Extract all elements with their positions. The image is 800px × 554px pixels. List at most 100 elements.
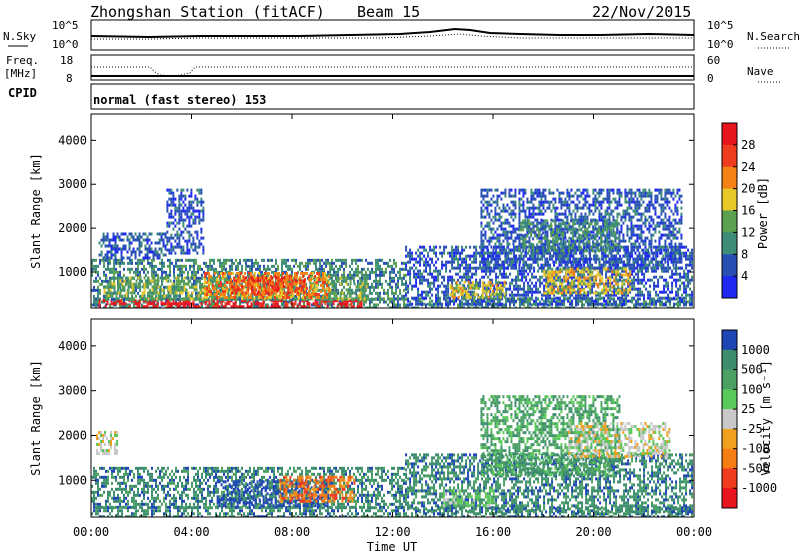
data-cell — [207, 297, 210, 301]
data-cell — [353, 291, 356, 295]
data-cell — [193, 285, 196, 289]
data-cell — [469, 293, 472, 297]
data-cell — [182, 248, 185, 252]
data-cell — [347, 282, 349, 286]
data-cell — [332, 299, 335, 303]
data-cell — [229, 282, 231, 286]
data-cell — [429, 300, 431, 304]
data-cell — [335, 270, 337, 274]
data-cell — [105, 303, 107, 307]
data-cell — [313, 261, 315, 265]
data-cell — [214, 293, 217, 297]
data-cell — [112, 235, 115, 239]
data-cell — [194, 248, 197, 252]
data-cell — [91, 303, 93, 307]
data-cell — [223, 264, 225, 268]
data-cell — [665, 303, 667, 307]
data-cell — [445, 299, 448, 303]
data-cell — [653, 287, 656, 291]
data-cell — [369, 270, 371, 274]
data-cell — [322, 284, 325, 288]
data-cell — [427, 278, 430, 282]
data-cell — [475, 303, 477, 307]
data-cell — [185, 264, 187, 268]
data-cell — [273, 294, 276, 298]
data-cell — [325, 276, 328, 280]
data-cell — [195, 285, 198, 289]
data-cell — [127, 297, 130, 301]
data-cell — [237, 276, 240, 280]
data-cell — [165, 279, 168, 283]
data-cell — [308, 305, 311, 308]
data-cell — [307, 261, 309, 265]
data-cell — [289, 300, 291, 304]
data-cell — [144, 232, 147, 236]
data-cell — [115, 297, 118, 301]
data-cell — [123, 285, 126, 289]
data-cell — [226, 290, 229, 294]
data-cell — [266, 281, 269, 285]
data-cell — [274, 275, 277, 279]
data-cell — [257, 306, 259, 308]
data-cell — [357, 288, 359, 292]
data-cell — [443, 284, 446, 288]
data-cell — [555, 300, 557, 304]
data-cell — [123, 297, 125, 301]
data-cell — [637, 300, 639, 304]
data-cell — [138, 302, 141, 306]
data-cell — [489, 278, 492, 282]
data-cell — [91, 261, 93, 265]
data-cell — [439, 300, 441, 304]
data-cell — [120, 238, 123, 242]
data-cell — [172, 194, 175, 198]
data-cell — [527, 293, 530, 297]
data-cell — [451, 275, 454, 279]
data-cell — [93, 285, 95, 289]
data-cell — [423, 275, 426, 279]
data-cell — [250, 302, 253, 306]
data-cell — [271, 297, 273, 301]
data-cell — [527, 257, 530, 261]
data-cell — [641, 272, 644, 276]
data-cell — [459, 266, 462, 270]
data-cell — [515, 281, 518, 285]
data-cell — [401, 267, 403, 271]
data-cell — [483, 266, 486, 270]
data-cell — [97, 291, 99, 295]
data-cell — [633, 248, 636, 252]
data-cell — [263, 279, 266, 283]
data-cell — [545, 275, 548, 279]
data-cell — [204, 293, 207, 297]
data-cell — [164, 244, 167, 248]
data-cell — [335, 279, 338, 283]
data-cell — [333, 270, 335, 274]
data-cell — [639, 287, 642, 291]
data-cell — [255, 267, 257, 271]
data-cell — [99, 258, 101, 262]
data-cell — [303, 279, 306, 283]
data-cell — [119, 273, 121, 277]
data-cell — [222, 287, 225, 291]
data-cell — [127, 303, 129, 307]
data-cell — [645, 287, 648, 291]
data-cell — [103, 279, 105, 283]
data-cell — [261, 270, 263, 274]
data-cell — [158, 232, 161, 236]
data-cell — [653, 269, 656, 273]
data-cell — [121, 282, 124, 286]
data-cell — [189, 279, 191, 283]
data-cell — [467, 272, 470, 276]
data-cell — [162, 241, 165, 245]
data-cell — [300, 287, 303, 291]
data-cell — [319, 258, 321, 262]
data-cell — [198, 188, 201, 192]
data-cell — [249, 267, 251, 271]
data-cell — [103, 258, 105, 262]
data-cell — [433, 245, 436, 249]
data-cell — [621, 302, 624, 306]
data-cell — [327, 303, 329, 307]
data-cell — [278, 272, 281, 276]
data-cell — [213, 261, 215, 265]
data-cell — [110, 302, 113, 306]
data-cell — [505, 287, 508, 291]
